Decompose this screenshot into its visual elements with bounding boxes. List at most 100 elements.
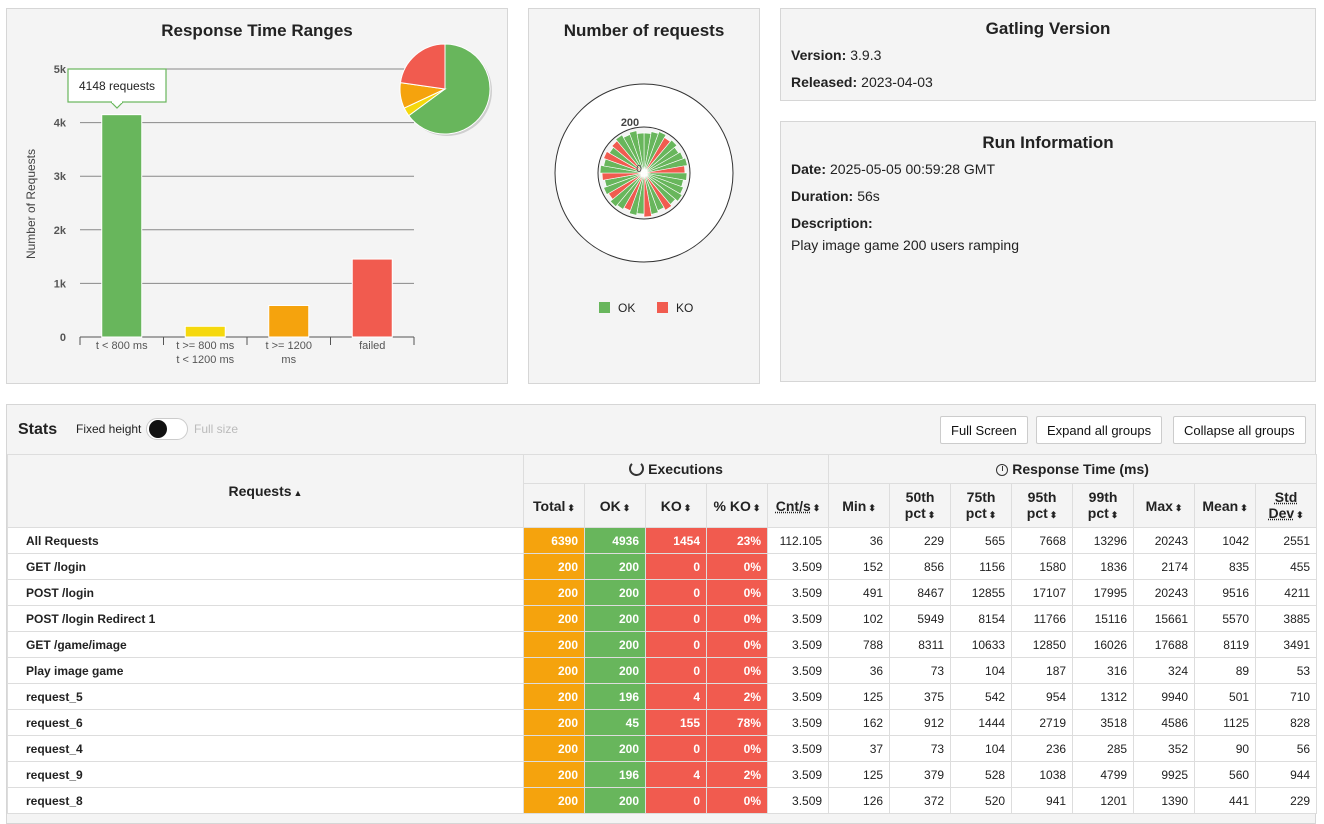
cell-p50: 856 (889, 553, 952, 580)
response-time-ranges-chart: Number of Requests 0 1k 2k 3k 4k 5k t < 800 m… (24, 43, 492, 366)
col-min[interactable]: Min ⬍ (828, 483, 891, 528)
bar[interactable] (184, 325, 226, 338)
bar[interactable] (351, 258, 393, 338)
cell-ok: 200 (584, 605, 646, 632)
cell-ok: 196 (584, 761, 646, 788)
col-p75[interactable]: 75th pct ⬍ (950, 483, 1013, 528)
col-pct-ko[interactable]: % KO ⬍ (706, 483, 768, 528)
legend-ok[interactable]: OK (599, 301, 635, 315)
full-screen-button[interactable]: Full Screen (940, 416, 1028, 444)
request-name[interactable]: All Requests (7, 527, 524, 554)
col-p99[interactable]: 99th pct ⬍ (1072, 483, 1135, 528)
table-row[interactable]: Play image game 200 200 0 0% 3.509 36 73 104 187 3… (7, 657, 1318, 684)
cell-ko: 0 (645, 553, 707, 580)
table-row[interactable]: All Requests 6390 4936 1454 23% 112.105 36 229 5… (7, 527, 1318, 554)
cell-std: 710 (1255, 683, 1318, 710)
cell-max: 20243 (1133, 527, 1196, 554)
cell-ko: 4 (645, 683, 707, 710)
cell-pct: 0% (706, 735, 768, 762)
col-total[interactable]: Total ⬍ (523, 483, 585, 528)
table-row[interactable]: request_5 200 196 4 2% 3.509 125 375 542 954 1312 9… (7, 683, 1318, 710)
version-value: 3.9.3 (850, 47, 882, 63)
sort-icon: ⬍ (988, 509, 997, 520)
legend-ko[interactable]: KO (657, 301, 693, 315)
col-max[interactable]: Max ⬍ (1133, 483, 1196, 528)
requests-header[interactable]: Requests ▲ (7, 454, 524, 528)
request-name[interactable]: request_9 (7, 761, 524, 788)
version-label: Version: (791, 47, 847, 63)
cell-std: 944 (1255, 761, 1318, 788)
request-name[interactable]: POST /login Redirect 1 (7, 605, 524, 632)
col-p50[interactable]: 50th pct ⬍ (889, 483, 952, 528)
cell-mean: 1125 (1194, 709, 1257, 736)
cell-ko: 0 (645, 579, 707, 606)
bar[interactable] (101, 114, 143, 338)
table-row[interactable]: POST /login Redirect 1 200 200 0 0% 3.509 102 5… (7, 605, 1318, 632)
cell-std: 229 (1255, 787, 1318, 814)
request-name[interactable]: request_4 (7, 735, 524, 762)
cell-total: 200 (523, 709, 585, 736)
cell-pct: 0% (706, 605, 768, 632)
y-tick-label: 2k (54, 225, 67, 237)
cell-min: 125 (828, 683, 891, 710)
sort-icon: ⬍ (1296, 509, 1304, 520)
cell-total: 6390 (523, 527, 585, 554)
request-name[interactable]: GET /login (7, 553, 524, 580)
cell-max: 352 (1133, 735, 1196, 762)
col-p95-label-2: pct (1026, 504, 1048, 521)
cell-pct: 0% (706, 657, 768, 684)
col-mean[interactable]: Mean ⬍ (1194, 483, 1257, 528)
cell-total: 200 (523, 683, 585, 710)
cell-cnts: 3.509 (766, 605, 830, 632)
cell-p99: 4799 (1072, 761, 1135, 788)
gatling-version-panel: Gatling Version Version: 3.9.3 Released: 2… (780, 8, 1316, 101)
cell-total: 200 (523, 605, 585, 632)
pie-slice[interactable] (399, 43, 446, 90)
run-information-title: Run Information (982, 133, 1114, 152)
height-toggle[interactable] (146, 418, 188, 440)
date-value: 2025-05-05 00:59:28 GMT (830, 161, 996, 177)
table-row[interactable]: request_9 200 196 4 2% 3.509 125 379 528 1038 4799… (7, 761, 1318, 788)
cell-ko: 0 (645, 657, 707, 684)
x-tick-label: failed (359, 340, 385, 352)
request-name[interactable]: request_6 (7, 709, 524, 736)
col-ko[interactable]: KO ⬍ (645, 483, 707, 528)
col-ok[interactable]: OK ⬍ (584, 483, 646, 528)
request-name[interactable]: Play image game (7, 657, 524, 684)
executions-group-header: Executions (522, 454, 830, 484)
gatling-version-title: Gatling Version (985, 19, 1111, 38)
cell-p95: 2719 (1011, 709, 1074, 736)
table-row[interactable]: GET /game/image 200 200 0 0% 3.509 788 8311 1063… (7, 631, 1318, 658)
request-name[interactable]: request_8 (7, 787, 524, 814)
cell-p75: 104 (950, 657, 1013, 684)
expand-all-groups-button[interactable]: Expand all groups (1036, 416, 1163, 444)
request-name[interactable]: GET /game/image (7, 631, 524, 658)
request-name[interactable]: request_5 (7, 683, 524, 710)
table-row[interactable]: POST /login 200 200 0 0% 3.509 491 8467 12855 171… (7, 579, 1318, 606)
sort-icon: ⬍ (622, 502, 631, 513)
polar-segment[interactable] (636, 132, 645, 174)
request-name[interactable]: POST /login (7, 579, 524, 606)
col-ok-label: OK (599, 497, 621, 514)
cell-ko: 0 (645, 787, 707, 814)
table-row[interactable]: request_6 200 45 155 78% 3.509 162 912 1444 2719 3… (7, 709, 1318, 736)
table-row[interactable]: request_4 200 200 0 0% 3.509 37 73 104 236 285 352 9… (7, 735, 1318, 762)
col-cnts[interactable]: Cnt/s ⬍ (766, 483, 830, 528)
response-time-pie (399, 43, 492, 136)
bar[interactable] (268, 304, 310, 338)
table-row[interactable]: request_8 200 200 0 0% 3.509 126 372 520 941 1201 1… (7, 787, 1318, 814)
cell-total: 200 (523, 553, 585, 580)
cell-p99: 316 (1072, 657, 1135, 684)
cell-cnts: 3.509 (766, 761, 830, 788)
description-value: Play image game 200 users ramping (791, 237, 1020, 253)
cell-std: 4211 (1255, 579, 1318, 606)
pie-slice[interactable] (408, 43, 491, 135)
col-std-dev[interactable]: Std Dev ⬍ (1255, 483, 1318, 528)
cell-cnts: 112.105 (766, 527, 830, 554)
cell-mean: 89 (1194, 657, 1257, 684)
table-row[interactable]: GET /login 200 200 0 0% 3.509 152 856 1156 1580 18… (7, 553, 1318, 580)
cell-cnts: 3.509 (766, 683, 830, 710)
collapse-all-groups-button[interactable]: Collapse all groups (1173, 416, 1306, 444)
cell-pct: 0% (706, 631, 768, 658)
col-p95[interactable]: 95th pct ⬍ (1011, 483, 1074, 528)
